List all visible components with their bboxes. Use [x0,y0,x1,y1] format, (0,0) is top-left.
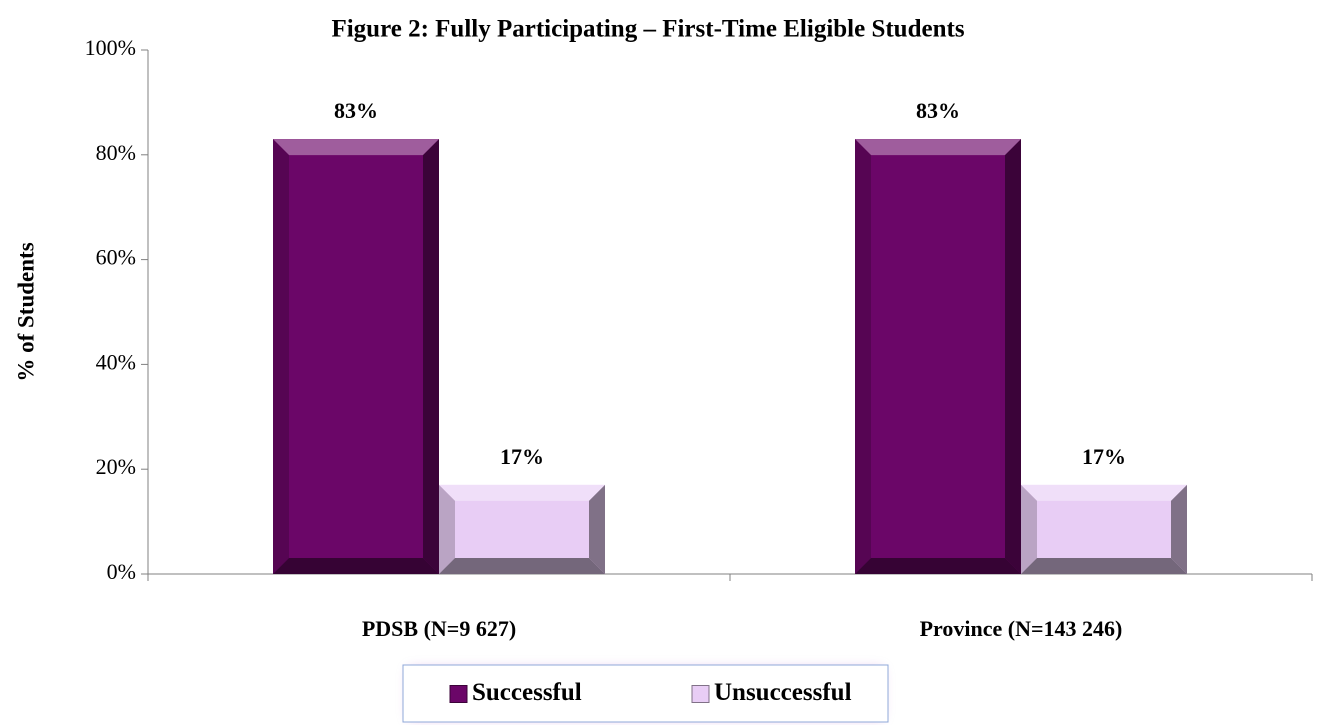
legend-label: Unsuccessful [714,679,852,706]
y-axis-label: % of Students [13,242,38,381]
bar-group [439,484,605,574]
bar-bevel-left [1021,484,1037,574]
bar-bevel-right [1005,139,1021,574]
bar-bevel-top [1021,484,1187,501]
value-label: 17% [1082,444,1126,469]
bar-bevel-right [589,484,605,574]
value-label: 83% [334,98,378,123]
bar-bevel-left [855,139,871,574]
bar-bevel-top [273,139,439,156]
y-tick-label: 80% [96,140,136,165]
legend-label: Successful [472,679,582,706]
value-label: 83% [916,98,960,123]
bar-bevel-top [855,139,1021,156]
chart-title: Figure 2: Fully Participating – First-Ti… [331,16,964,43]
bar [855,139,1021,574]
legend [402,664,889,723]
x-tick-label: PDSB (N=9 627) [362,616,516,641]
bar [273,139,439,574]
bar-bevel-bottom [273,558,439,574]
y-tick-label: 100% [85,35,136,60]
x-tick-label: Province (N=143 246) [920,616,1123,641]
bar-bevel-left [439,484,455,574]
y-tick-label: 60% [96,245,136,270]
legend-swatch [449,685,468,703]
y-tick-label: 0% [107,559,136,584]
bar-group [273,139,439,574]
bar-bevel-bottom [1021,558,1187,574]
bar-bevel-bottom [439,558,605,574]
bar-bevel-bottom [855,558,1021,574]
bar-bevel-top [439,484,605,501]
bar-bevel-right [423,139,439,574]
y-tick-label: 20% [96,454,136,479]
bar-group [1021,484,1187,574]
y-tick-label: 40% [96,349,136,374]
bar-bevel-right [1171,484,1187,574]
bar-group [855,139,1021,574]
legend-swatch [691,685,710,703]
value-label: 17% [500,444,544,469]
bar-bevel-left [273,139,289,574]
